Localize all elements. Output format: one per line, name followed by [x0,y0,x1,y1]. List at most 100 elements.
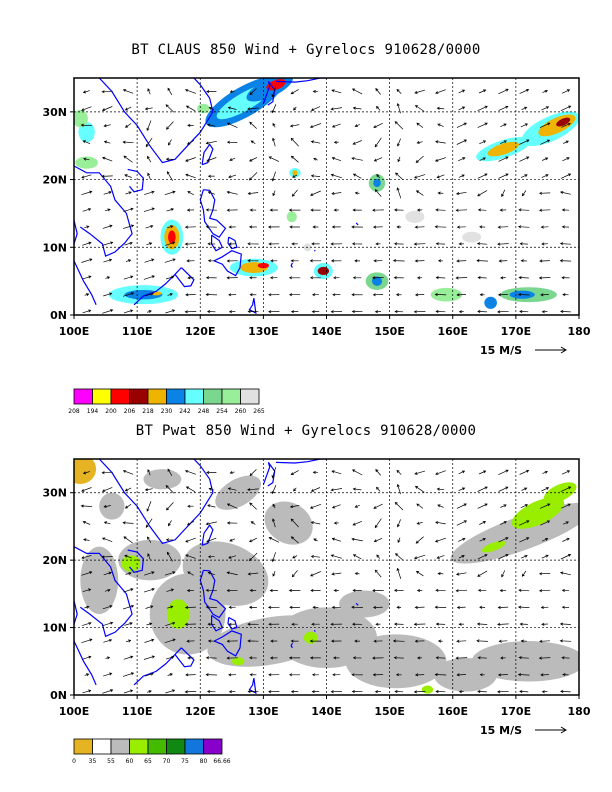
wind-arrow [272,518,276,528]
cloud-shade [462,231,482,243]
wind-arrow [331,89,342,94]
wind-arrow [352,554,362,560]
wind-arrow [330,310,342,314]
wind-arrow [310,571,321,577]
wind-arrow [271,86,277,98]
wind-arrow [435,276,446,280]
wind-arrow [562,537,570,542]
wind-arrow [498,156,509,162]
wind-arrow [416,140,423,145]
wind-arrow [185,537,196,543]
wind-arrow [103,672,113,677]
wind-arrow [250,521,256,525]
wind-arrow [228,555,237,559]
wind-arrow [498,173,509,179]
wind-arrow [331,572,342,576]
wind-arrow [559,259,572,263]
wind-arrow [395,673,402,677]
colorbar-label: 35 [89,758,97,765]
wind-arrow [414,105,425,112]
wind-arrow [82,655,92,660]
wind-arrow [166,208,175,212]
wind-arrow [81,174,92,179]
wind-arrow [207,504,216,508]
wind-arrow [291,570,298,578]
cloud-shade [556,117,571,127]
wind-arrow [166,605,174,609]
wind-arrow [123,655,134,660]
wind-arrow [397,156,401,163]
wind-arrow [143,207,155,212]
wind-arrow [330,173,343,179]
wind-arrow [288,293,301,297]
wind-arrow [330,242,343,246]
wind-arrow [165,275,175,280]
wind-arrow [333,521,339,525]
wind-arrow [393,656,404,660]
wind-arrow [373,537,383,543]
wind-arrow [122,292,135,297]
wind-arrow [393,276,404,280]
wind-arrow [144,488,153,492]
cloud-shade [264,501,313,545]
wind-arrow [372,208,384,212]
wind-arrow [395,172,403,180]
wind-arrow [330,639,342,643]
wind-arrow [229,471,235,475]
wind-arrow [206,689,216,694]
wind-arrow [517,673,530,677]
wind-arrow [165,655,175,660]
wind-arrow [394,309,404,314]
wind-arrow [455,656,468,660]
wind-arrow [416,521,423,525]
wind-arrow [101,90,113,94]
wind-arrow [331,605,341,609]
cloud-shade [231,657,245,666]
colorbar-label: 230 [161,408,173,415]
wind-arrow [414,89,425,94]
wind-arrow [540,293,549,297]
wind-arrow [352,276,362,280]
wind-arrow [269,208,278,212]
wind-arrow [416,276,423,280]
wind-arrow [541,690,548,694]
wind-arrow [310,190,321,196]
wind-arrow [271,485,277,495]
wind-arrow [81,106,92,111]
wind-arrow [541,487,550,492]
wind-arrow [103,140,111,144]
wind-arrow [354,124,360,127]
wind-arrow [184,622,197,626]
wind-arrow [309,639,322,643]
colorbar-label: 65 [144,758,152,765]
wind-arrow [497,242,509,246]
wind-arrow [82,471,90,475]
wind-arrow [393,242,404,246]
wind-arrow [228,310,236,314]
wind-arrow [226,122,238,128]
coastline [275,78,327,83]
coastline [74,165,133,257]
wind-arrow [330,488,343,492]
wind-arrow [187,504,194,508]
coastline [127,549,145,573]
coastline [355,222,359,226]
colorbar-swatch [203,388,223,405]
wind-arrow [186,140,195,145]
wind-arrow [458,487,466,492]
colorbar-swatch [166,738,186,755]
wind-arrow [520,259,527,263]
wind-arrow [164,571,176,576]
wind-arrow [559,242,571,246]
wind-arrow [477,208,487,212]
wind-arrow [539,639,550,643]
wind-arrow [477,190,488,197]
cloud-shade [487,141,519,157]
wind-arrow [352,588,362,593]
wind-arrow [81,258,93,263]
wind-arrow [330,259,342,263]
cloud-shade [405,210,425,223]
colorbar-label: 200 [105,408,117,415]
wind-arrow [229,157,236,161]
reference-vector-arrow [535,726,567,734]
